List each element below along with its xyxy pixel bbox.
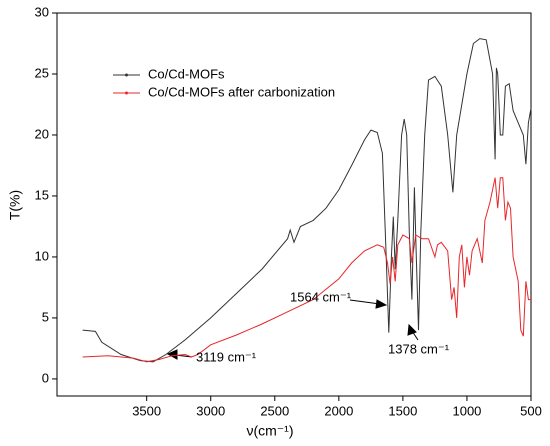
y-axis-label: T(%)	[7, 190, 23, 220]
series-line	[82, 177, 531, 363]
x-tick-label: 2000	[324, 403, 353, 418]
y-tick-label: 15	[35, 187, 49, 202]
legend-marker	[125, 91, 128, 95]
x-tick-label: 1500	[388, 403, 417, 418]
arrow-head	[166, 349, 178, 360]
y-tick-label: 30	[35, 4, 49, 19]
legend-label: Co/Cd-MOFs	[148, 66, 225, 81]
x-tick-label: 3000	[196, 403, 225, 418]
x-tick-label: 2500	[260, 403, 289, 418]
y-tick-label: 20	[35, 126, 49, 141]
y-tick-label: 25	[35, 65, 49, 80]
legend-marker	[125, 73, 128, 77]
annotation: 1378 cm⁻¹	[388, 341, 450, 356]
x-tick-label: 500	[520, 403, 542, 418]
x-axis-label: ν(cm⁻¹)	[246, 423, 293, 439]
y-tick-label: 0	[42, 370, 49, 385]
annotation-arrows	[166, 299, 419, 360]
plot-frame	[56, 12, 532, 397]
x-tick-label: 3500	[132, 403, 161, 418]
series-line	[82, 38, 532, 363]
annotation: 3119 cm⁻¹	[196, 349, 257, 364]
arrow-head	[375, 299, 388, 309]
legend-label: Co/Cd-MOFs after carbonization	[148, 84, 335, 99]
x-tick-label: 1000	[452, 403, 481, 418]
annotation: 1564 cm⁻¹	[290, 289, 352, 304]
y-tick-label: 5	[42, 309, 49, 324]
arrow	[349, 299, 381, 305]
y-tick-label: 10	[35, 248, 49, 263]
arrow-head	[407, 323, 417, 336]
